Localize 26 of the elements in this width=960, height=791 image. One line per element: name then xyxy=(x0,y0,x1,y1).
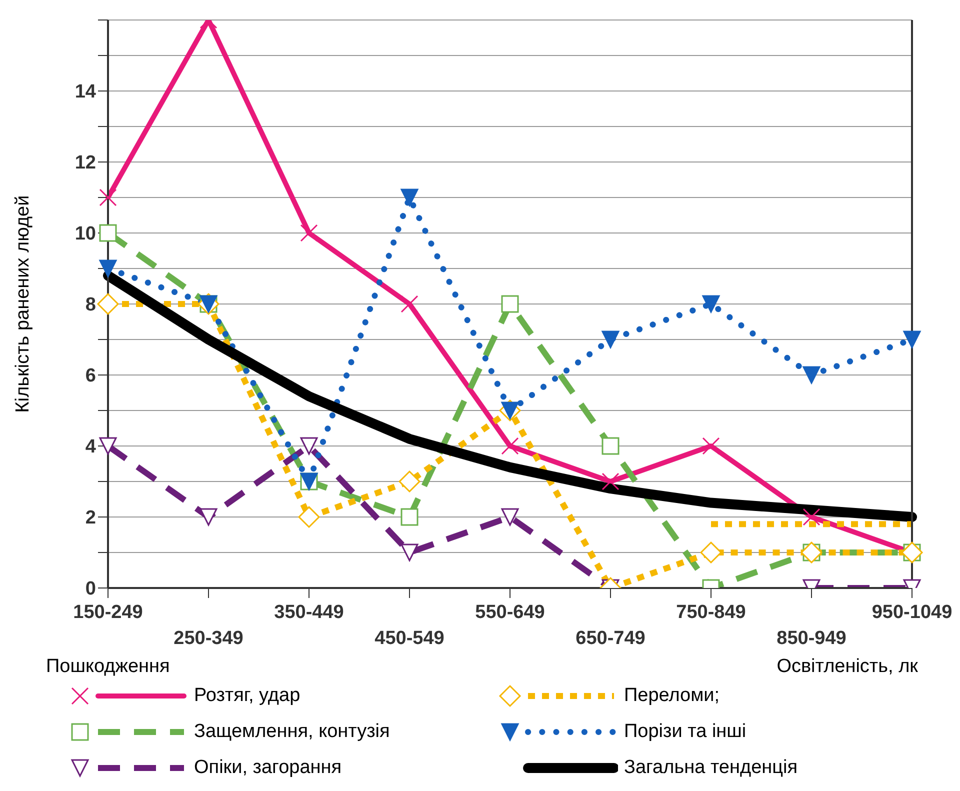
legend-label: Загальна тенденція xyxy=(624,757,798,779)
x-tick-label: 950-1049 xyxy=(872,602,952,623)
x-tick-label: 250-349 xyxy=(174,628,244,649)
y-tick-label: 14 xyxy=(74,82,96,103)
y-tick-label: 4 xyxy=(85,436,96,458)
legend-label: Переломи; xyxy=(624,685,720,707)
x-tick-label: 450-549 xyxy=(374,628,444,649)
legend-label: Защемлення, контузія xyxy=(194,721,390,743)
legend-label: Порізи та інші xyxy=(624,721,746,743)
y-axis-title: Кількість ранених людей xyxy=(12,195,34,413)
legend-title: Пошкодження xyxy=(46,656,170,678)
y-tick-label: 2 xyxy=(85,508,96,529)
x-tick-label: 550-649 xyxy=(475,602,545,623)
legend-label: Розтяг, удар xyxy=(194,685,300,707)
y-tick-label: 0 xyxy=(85,578,96,600)
y-tick-label: 10 xyxy=(74,224,96,245)
y-tick-label: 12 xyxy=(74,152,96,174)
x-axis-title: Освітленість, лк xyxy=(776,656,918,678)
y-tick-label: 8 xyxy=(85,294,96,316)
legend-label: Опіки, загорання xyxy=(194,757,342,779)
x-tick-label: 750-849 xyxy=(676,602,746,623)
x-tick-label: 350-449 xyxy=(274,602,344,623)
x-tick-label: 150-249 xyxy=(73,602,143,623)
x-tick-label: 850-949 xyxy=(776,628,846,649)
x-tick-label: 650-749 xyxy=(576,628,646,649)
y-tick-label: 6 xyxy=(85,366,96,387)
